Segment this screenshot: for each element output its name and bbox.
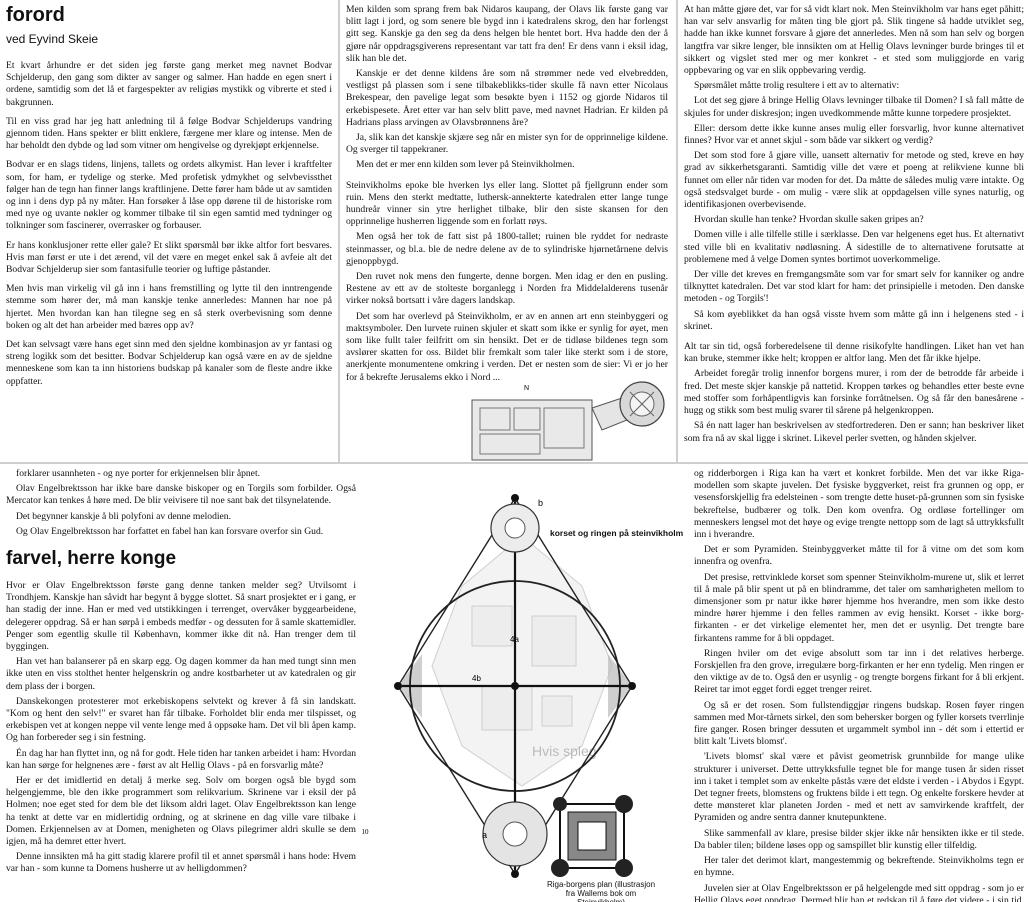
paragraph: Så én natt lager han beskrivelsen av ste…	[684, 420, 1024, 444]
paragraph: Det som stod fore å gjøre ville, uansett…	[684, 150, 1024, 211]
page-divider	[338, 0, 340, 462]
top-right-page: At han måtte gjøre det, var for så vidt …	[680, 0, 1028, 462]
paragraph: Det som har overlevd på Steinvikholm, er…	[346, 310, 668, 383]
paragraph: Så kom øyeblikket da han også visste hve…	[684, 308, 1024, 332]
label-4a: 4a	[510, 635, 519, 644]
paragraph: Den ruvet nok mens den fungerte, denne b…	[346, 271, 668, 307]
paragraph: Hvor er Olav Engelbrektsson første gang …	[6, 580, 356, 653]
paragraph: Er hans konklusjoner rette eller gale? E…	[6, 239, 332, 276]
diagram-title: korset og ringen på steinvikholm	[550, 528, 684, 538]
paragraph: Og så er det rosen. Som fullstendiggjør …	[694, 699, 1024, 748]
paragraph: Ja, slik kan det kanskje skjære seg når …	[346, 132, 668, 156]
paragraph: Han vet han balanserer på en skarp egg. …	[6, 656, 356, 692]
paragraph: forklarer usannheten - og nye porter for…	[16, 468, 261, 479]
paragraph: Bodvar er en slags tidens, linjens, tall…	[6, 159, 332, 232]
label-a: a	[482, 830, 487, 840]
castle-plan-illustration: N	[462, 378, 672, 462]
label-4b: 4b	[472, 674, 481, 683]
paragraph: 'Livets blomst' skal være et påvist geom…	[694, 751, 1024, 824]
page-number: 210	[362, 828, 369, 836]
top-middle-page: Men kilden som sprang frem bak Nidaros k…	[342, 0, 674, 462]
paragraph: Her er det imidlertid en detalj å merke …	[6, 775, 356, 848]
paragraph: Det presise, rettvinklede korset som spe…	[694, 571, 1024, 644]
paragraph: Lot det seg gjøre å bringe Hellig Olavs …	[684, 95, 1024, 119]
cross-and-ring-diagram: Hvis spleg b a 4a 4b 210	[362, 494, 636, 878]
paragraph: Alt tar sin tid, også forberedelsene til…	[684, 341, 1024, 365]
paragraph: og ridderborgen i Riga kan ha vært et ko…	[694, 468, 1024, 541]
paragraph: Arbeidet foregår trolig innenfor borgens…	[684, 368, 1024, 417]
paragraph: Et kvart århundre er det siden jeg først…	[6, 60, 332, 108]
paragraph: Men det er mer enn kilden som lever på S…	[356, 159, 575, 171]
paragraph: Domen ville i alle tilfelle stille i sær…	[684, 229, 1024, 265]
paragraph: At han måtte gjøre det, var for så vidt …	[684, 4, 1024, 77]
paragraph: Det kan selvsagt være hans eget sinn med…	[6, 339, 332, 387]
paragraph: Hvordan skulle han tenke? Hvordan skulle…	[694, 214, 924, 226]
paragraph: Til en viss grad har jeg hatt anledning …	[6, 115, 332, 152]
paragraph: Spørsmålet måtte trolig resultere i ett …	[694, 80, 900, 92]
paragraph: Olav Engelbrektsson har ikke bare danske…	[6, 483, 356, 507]
page-divider	[676, 0, 678, 462]
paragraph: Kanskje er det denne kildens åre som nå …	[346, 68, 668, 128]
paragraph: Og Olav Engelbrektsson har forfattet en …	[16, 525, 324, 537]
top-left-page: forord ved Eyvind Skeie Et kvart århundr…	[0, 0, 336, 462]
paragraph: Én dag har han flyttet inn, og nå for go…	[6, 747, 356, 771]
paragraph: Slike sammenfall av klare, presise bilde…	[694, 827, 1024, 851]
paragraph: Steinvikholms epoke ble hverken lys elle…	[346, 179, 668, 228]
bottom-right-page: og ridderborgen i Riga kan ha vært et ko…	[690, 466, 1028, 902]
bottom-left-page: forklarer usannheten - og nye porter for…	[0, 466, 360, 902]
chapter-title: farvel, herre konge	[6, 548, 177, 570]
paragraph: Det begynner kanskje å bli polyfoni av d…	[16, 510, 231, 522]
label-b: b	[538, 498, 543, 508]
paragraph: Der ville det kreves en fremgangsmåte so…	[684, 269, 1024, 305]
foreword-author: ved Eyvind Skeie	[6, 32, 99, 46]
paragraph: Men hvis man virkelig vil gå inn i hans …	[6, 283, 332, 331]
paragraph: Juvelen sier at Olav Engelbrektsson er p…	[694, 882, 1024, 902]
paragraph: Men kilden som sprang frem bak Nidaros k…	[346, 4, 668, 64]
north-label: N	[524, 385, 529, 392]
paragraph: Denne innsikten må ha gitt stadig klarer…	[6, 851, 356, 875]
foreword-title: forord	[6, 4, 65, 26]
horizontal-divider	[0, 462, 1028, 464]
paragraph: Her taler det derimot klart, mangestemmi…	[694, 855, 1024, 879]
plan-caption: Riga-borgens plan (illustrasjon fra Wall…	[546, 880, 656, 902]
diagram-page: korset og ringen på steinvikholm Hvis sp…	[362, 466, 688, 902]
paragraph: Men også her tok de fatt sist på 1800-ta…	[346, 231, 668, 267]
paragraph: Eller: dersom dette ikke kunne anses mul…	[684, 122, 1024, 147]
paragraph: Det er som Pyramiden. Steinbyggverket må…	[694, 544, 1024, 568]
paragraph: Danskekongen protesterer mot erkebiskope…	[6, 695, 356, 744]
riga-plan	[551, 795, 633, 877]
paragraph: Ringen hviler om det evige absolutt som …	[694, 647, 1024, 696]
faint-background-text: Hvis spleg	[532, 743, 597, 759]
